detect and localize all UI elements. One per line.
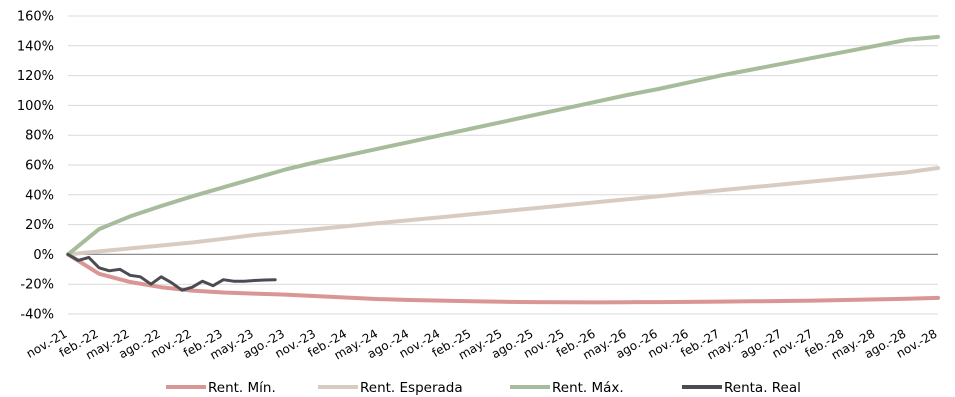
legend-label: Rent. Mín. (208, 380, 276, 396)
y-tick-label: 20% (25, 218, 54, 233)
legend-label: Rent. Máx. (552, 380, 624, 396)
y-tick-label: 40% (25, 188, 54, 203)
y-tick-label: -40% (20, 308, 54, 323)
y-axis-tick-labels: 160% 140% 120% 100% 80% 60% 40% 20% 0% -20% -40% (17, 10, 54, 323)
series-lines (66, 34, 940, 305)
y-tick-label: 60% (25, 159, 54, 174)
series-line-1 (66, 252, 940, 305)
legend-label: Renta. Real (724, 380, 801, 396)
x-axis-tick-labels: nov.-21feb.-22may.-22ago.-22nov.-22feb.-… (24, 326, 940, 362)
y-tick-label: 0% (33, 248, 54, 263)
series-line-3 (66, 34, 940, 257)
y-tick-label: 160% (17, 10, 54, 25)
series-line-2 (66, 166, 940, 257)
legend-label: Rent. Esperada (360, 380, 463, 396)
y-tick-label: -20% (20, 278, 54, 293)
y-tick-label: 120% (17, 69, 54, 84)
y-tick-label: 80% (25, 129, 54, 144)
y-tick-label: 140% (17, 39, 54, 54)
y-tick-label: 100% (17, 99, 54, 114)
legend: Rent. Mín. Rent. Esperada Rent. Máx. Renta.… (166, 380, 801, 396)
series-line-4 (66, 252, 277, 292)
gridlines (68, 15, 938, 315)
